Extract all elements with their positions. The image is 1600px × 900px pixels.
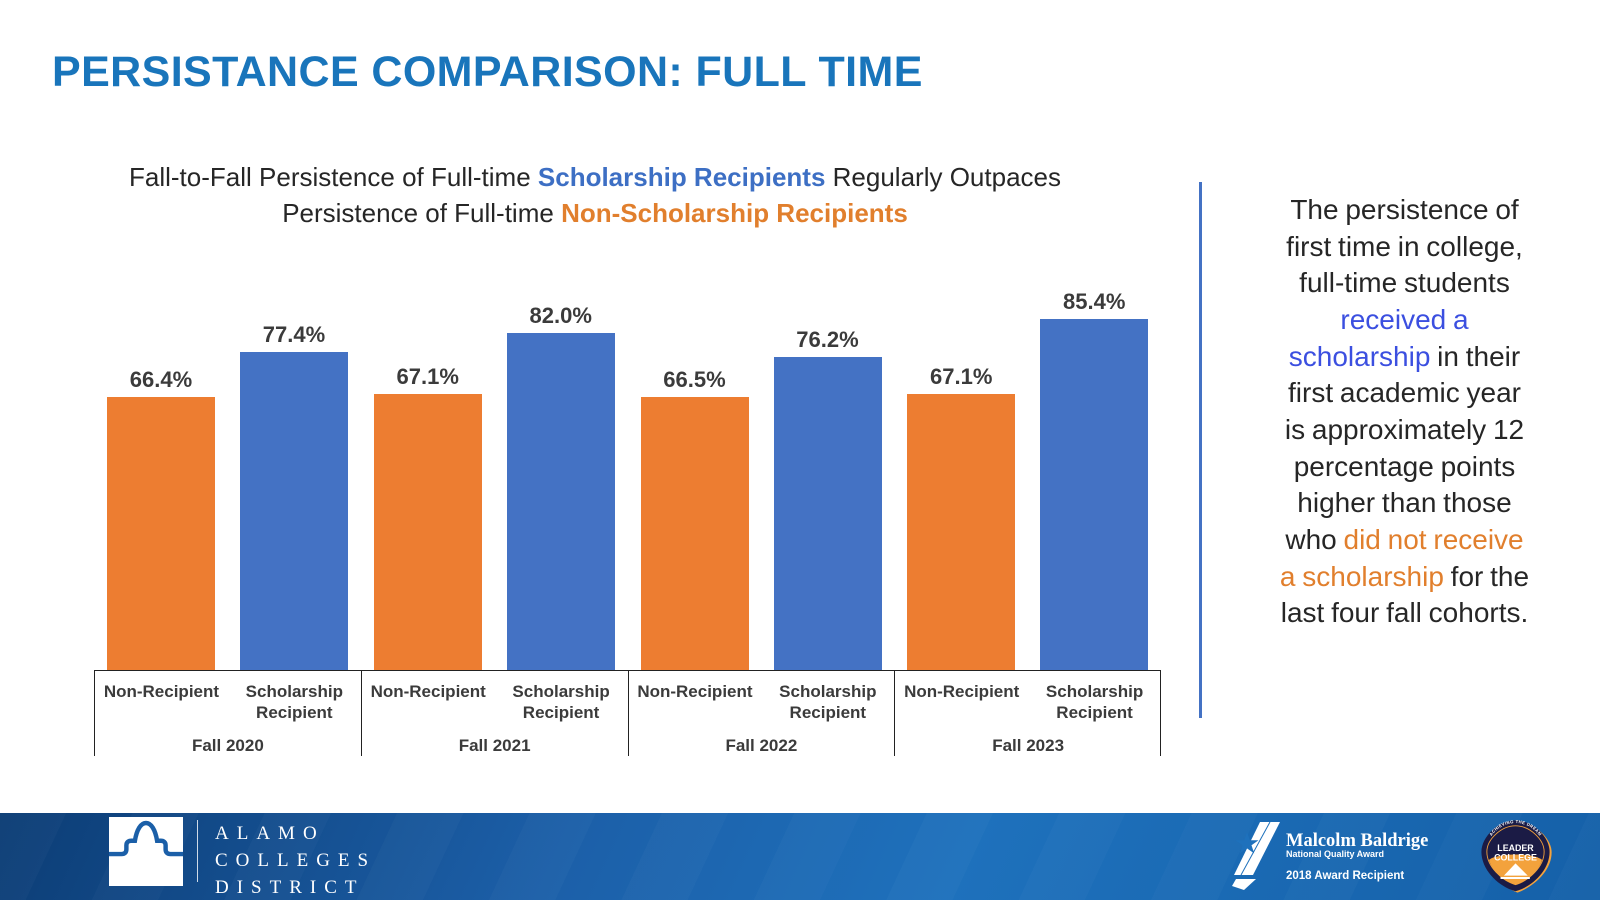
svg-text:2018 Award Recipient: 2018 Award Recipient bbox=[1286, 870, 1404, 882]
svg-text:National Quality Award: National Quality Award bbox=[1286, 849, 1384, 859]
svg-text:LEADER: LEADER bbox=[1497, 843, 1534, 853]
svg-text:COLLEGE: COLLEGE bbox=[1494, 853, 1537, 863]
svg-text:Malcolm Baldrige: Malcolm Baldrige bbox=[1286, 831, 1428, 851]
